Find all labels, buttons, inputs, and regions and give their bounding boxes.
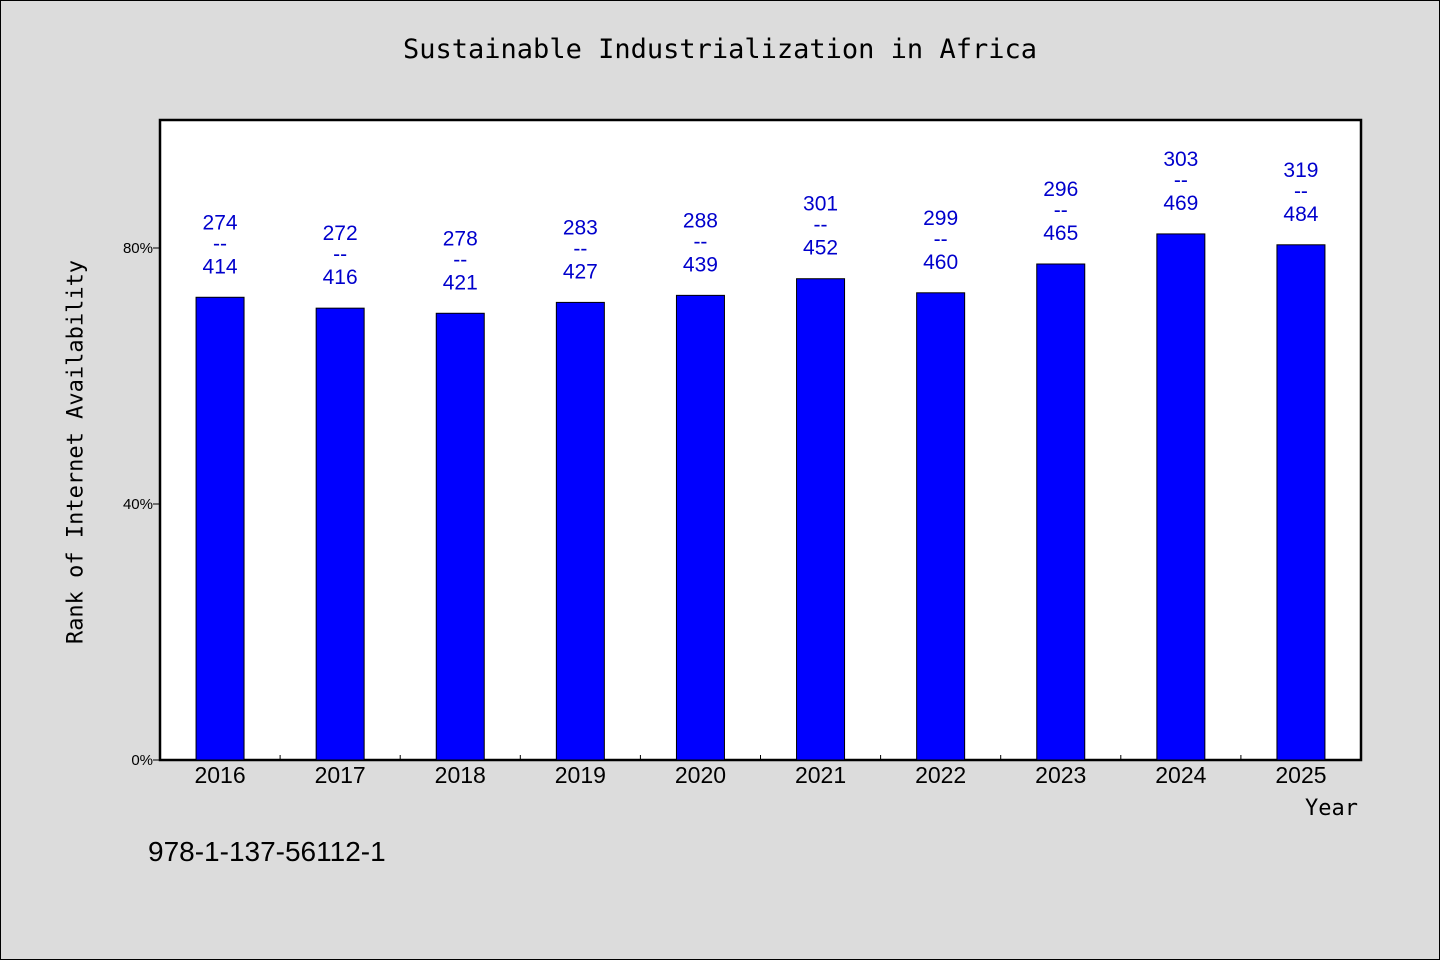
data-label-top: 274	[203, 211, 238, 234]
data-label-bottom: 460	[923, 251, 958, 274]
x-tick-label: 2018	[435, 762, 486, 788]
data-label-bottom: 484	[1283, 203, 1318, 226]
data-label-separator: --	[453, 248, 467, 271]
data-label-bottom: 427	[563, 260, 598, 283]
x-tick-label: 2019	[555, 762, 606, 788]
x-tick-label: 2017	[315, 762, 366, 788]
x-tick-label: 2022	[915, 762, 966, 788]
data-label-bottom: 421	[443, 271, 478, 294]
bar	[195, 296, 245, 761]
isbn-text: 978-1-137-56112-1	[148, 836, 386, 867]
x-tick-label: 2016	[194, 762, 245, 788]
data-label-separator: --	[333, 243, 347, 266]
bar	[555, 301, 605, 761]
data-label-top: 319	[1283, 159, 1318, 182]
data-label-top: 301	[803, 193, 838, 216]
data-label-top: 283	[563, 216, 598, 239]
data-label-bottom: 439	[683, 253, 718, 276]
data-label-bottom: 416	[323, 266, 358, 289]
data-label-separator: --	[213, 232, 227, 255]
data-label-bottom: 452	[803, 237, 838, 260]
x-tick-label: 2021	[795, 762, 846, 788]
data-label-bottom: 414	[203, 255, 238, 278]
y-tick-label: 40%	[123, 496, 153, 513]
bar	[916, 292, 966, 761]
data-label-separator: --	[1294, 180, 1308, 203]
x-tick-label: 2024	[1155, 762, 1206, 788]
x-tick-label: 2025	[1275, 762, 1326, 788]
bar	[1276, 244, 1326, 761]
data-label-top: 288	[683, 209, 718, 232]
bar	[1156, 233, 1206, 761]
chart-title: Sustainable Industrialization in Africa	[403, 34, 1037, 65]
x-tick-label: 2023	[1035, 762, 1086, 788]
data-label-separator: --	[573, 237, 587, 260]
y-tick-label: 0%	[131, 752, 153, 769]
bar	[315, 307, 365, 761]
bar	[435, 312, 485, 761]
data-label-bottom: 465	[1043, 222, 1078, 245]
y-tick-label: 80%	[123, 240, 153, 257]
x-tick-label: 2020	[675, 762, 726, 788]
x-axis-label: Year	[1305, 796, 1358, 821]
data-label-separator: --	[693, 230, 707, 253]
data-label-separator: --	[814, 214, 828, 237]
bar	[675, 294, 725, 761]
data-label-separator: --	[1054, 199, 1068, 222]
data-label-separator: --	[1174, 169, 1188, 192]
bar	[1036, 263, 1086, 761]
bar	[796, 278, 846, 761]
data-label-separator: --	[934, 228, 948, 251]
data-label-top: 278	[443, 227, 478, 250]
data-label-bottom: 469	[1163, 192, 1198, 215]
data-label-top: 272	[323, 222, 358, 245]
data-label-top: 303	[1163, 148, 1198, 171]
data-label-top: 296	[1043, 178, 1078, 201]
data-label-top: 299	[923, 207, 958, 230]
